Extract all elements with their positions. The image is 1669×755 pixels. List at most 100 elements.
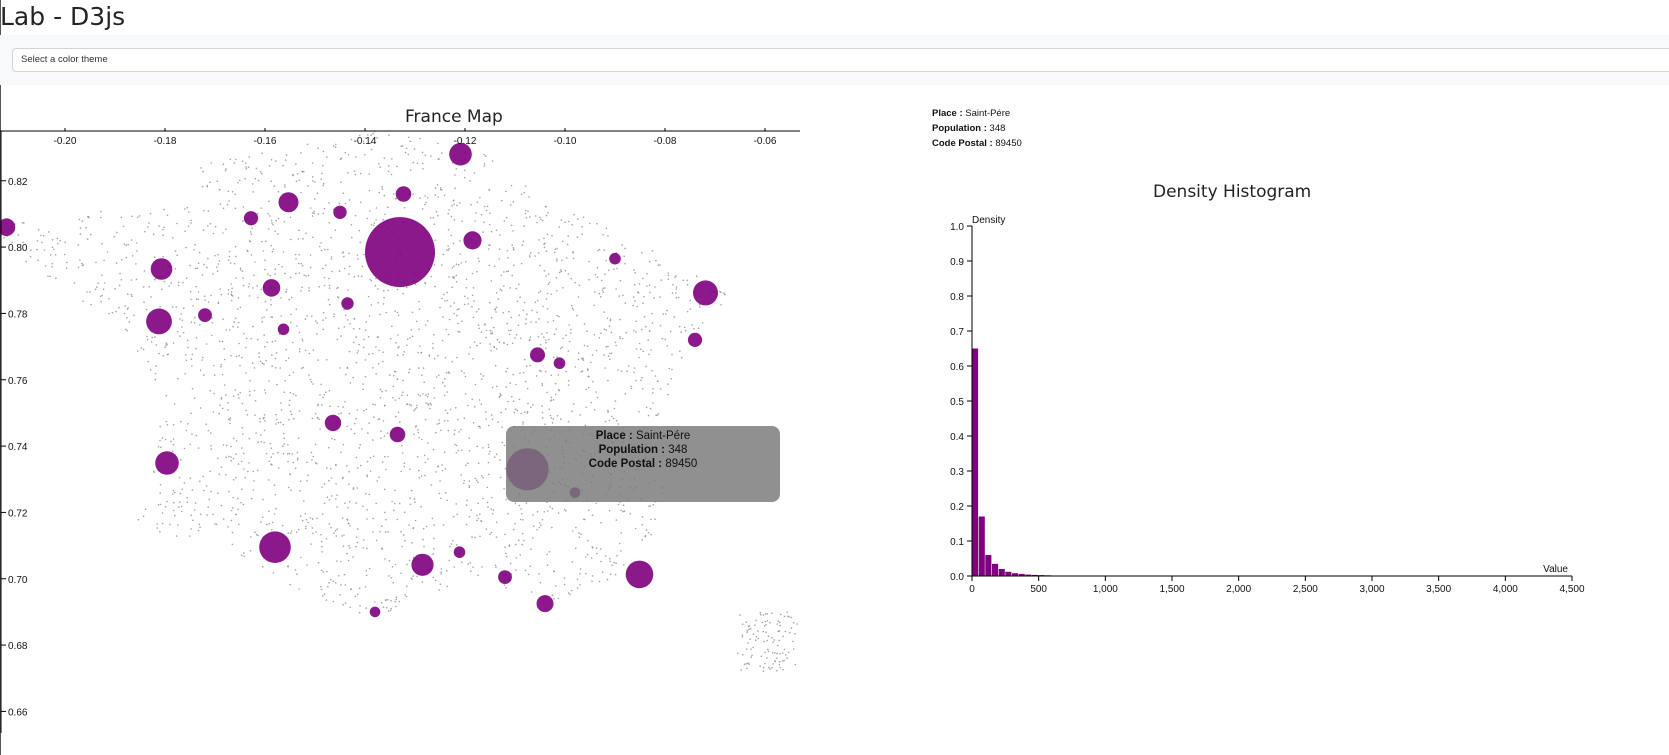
city-circle[interactable] — [243, 211, 259, 226]
city-circle[interactable] — [146, 308, 172, 335]
city-circle[interactable] — [341, 297, 354, 310]
town-dot — [334, 146, 337, 148]
town-dot — [529, 565, 532, 568]
city-circle[interactable] — [324, 414, 342, 432]
town-dot — [230, 354, 232, 357]
city-circle[interactable] — [0, 218, 16, 236]
town-dot — [554, 248, 557, 250]
town-dot — [235, 513, 237, 516]
city-circle[interactable] — [262, 279, 281, 297]
town-dot — [596, 266, 599, 269]
city-circle[interactable] — [553, 357, 566, 369]
town-dot — [275, 219, 277, 222]
town-dot — [475, 212, 477, 214]
town-dot — [444, 420, 446, 422]
town-dot — [64, 241, 66, 243]
town-dot — [757, 637, 760, 640]
town-dot — [509, 562, 512, 565]
city-circle[interactable] — [150, 258, 173, 280]
town-dot — [785, 654, 787, 656]
town-dot — [504, 546, 506, 548]
city-circle[interactable] — [333, 205, 347, 219]
city-circle[interactable] — [449, 142, 472, 166]
city-circle[interactable] — [365, 217, 435, 288]
town-dot — [790, 616, 793, 619]
town-dot — [776, 657, 778, 660]
town-dot — [198, 251, 201, 254]
town-dot — [323, 593, 326, 595]
town-dot — [235, 255, 237, 258]
town-dot — [513, 264, 515, 267]
town-dot — [315, 531, 317, 533]
city-circle[interactable] — [625, 560, 654, 589]
town-dot — [541, 417, 544, 419]
town-dot — [543, 246, 546, 249]
town-dot — [281, 266, 284, 268]
town-dot — [288, 298, 290, 301]
city-circle[interactable] — [198, 308, 212, 322]
town-dot — [395, 596, 398, 599]
city-circle[interactable] — [369, 606, 381, 618]
city-circle[interactable] — [530, 347, 545, 363]
city-circle[interactable] — [395, 186, 412, 202]
city-circle[interactable] — [693, 280, 718, 306]
town-dot — [436, 184, 439, 186]
town-dot — [73, 282, 76, 284]
town-dot — [468, 480, 471, 482]
town-dot — [422, 393, 424, 395]
town-dot — [624, 392, 627, 395]
city-circle[interactable] — [278, 192, 299, 213]
town-dot — [209, 181, 211, 184]
town-dot — [319, 428, 321, 430]
town-dot — [608, 419, 611, 422]
town-dot — [490, 414, 493, 416]
city-circle[interactable] — [155, 451, 179, 475]
map-title: France Map — [405, 107, 503, 127]
town-dot — [208, 498, 210, 501]
town-dot — [394, 399, 397, 401]
histogram-y-tick-label: 0.7 — [950, 327, 964, 338]
town-dot — [455, 274, 458, 277]
city-circle[interactable] — [411, 553, 434, 576]
town-dot — [581, 225, 583, 228]
town-dot — [327, 298, 330, 301]
color-theme-select[interactable]: Select a color theme — [12, 48, 1669, 72]
town-dot — [490, 230, 493, 233]
town-dot — [519, 296, 521, 298]
town-dot — [438, 419, 440, 421]
town-dot — [429, 407, 431, 410]
city-circle[interactable] — [609, 252, 621, 265]
town-dot — [644, 534, 647, 537]
town-dot — [441, 152, 443, 154]
town-dot — [469, 180, 471, 182]
town-dot — [182, 331, 185, 334]
town-dot — [615, 344, 617, 347]
town-dot — [362, 140, 365, 143]
town-dot — [760, 655, 763, 658]
town-dot — [476, 201, 479, 203]
map-y-tick-label: 0.74 — [8, 442, 28, 453]
town-dot — [680, 356, 683, 359]
city-circle[interactable] — [259, 531, 291, 563]
city-circle[interactable] — [687, 332, 703, 347]
town-dot — [283, 391, 286, 394]
town-dot — [268, 165, 271, 167]
town-dot — [769, 621, 771, 624]
town-dot — [571, 410, 573, 413]
town-dot — [357, 467, 359, 469]
town-dot — [651, 322, 654, 324]
town-dot — [609, 352, 611, 355]
town-dot — [465, 464, 467, 467]
town-dot — [643, 295, 645, 298]
city-circle[interactable] — [389, 426, 406, 443]
city-circle[interactable] — [536, 595, 554, 613]
town-dot — [448, 247, 451, 250]
town-dot — [490, 332, 492, 335]
city-circle[interactable] — [463, 231, 482, 250]
city-circle[interactable] — [277, 323, 290, 336]
town-dot — [245, 346, 247, 349]
city-circle[interactable] — [453, 546, 466, 558]
town-dot — [403, 462, 406, 465]
town-dot — [240, 554, 243, 556]
city-circle[interactable] — [498, 570, 512, 584]
